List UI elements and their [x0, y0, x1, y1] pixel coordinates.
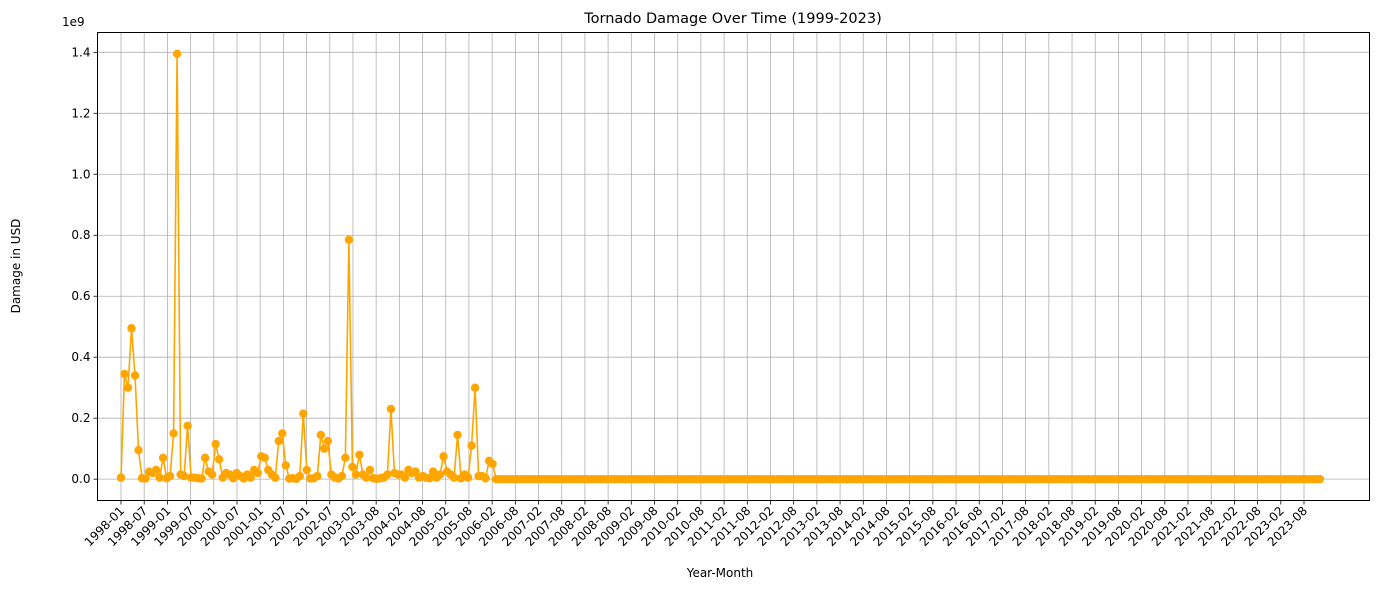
data-point	[386, 404, 396, 414]
x-axis-label: Year-Month	[686, 566, 754, 580]
data-point	[200, 453, 210, 463]
data-point	[116, 473, 126, 482]
x-axis-ticks: 1998-011998-071999-011999-072000-012000-…	[82, 500, 1310, 549]
data-point	[467, 441, 476, 450]
data-point	[169, 429, 178, 438]
data-point	[355, 450, 364, 459]
data-point	[435, 470, 445, 479]
data-point	[141, 474, 150, 483]
data-point	[449, 473, 459, 482]
plot-frame	[97, 32, 1370, 501]
data-point	[365, 465, 375, 475]
data-point	[183, 421, 192, 430]
data-point	[158, 453, 168, 463]
data-point	[134, 445, 143, 455]
y-scale-label: 1e9	[62, 15, 85, 29]
data-point	[470, 383, 480, 392]
data-point	[463, 473, 473, 482]
data-point	[383, 470, 392, 479]
data-point	[362, 473, 371, 482]
data-point	[425, 474, 434, 483]
data-point	[295, 471, 304, 481]
chart-title: Tornado Damage Over Time (1999-2023)	[583, 11, 881, 27]
data-point	[179, 471, 189, 481]
data-point	[172, 49, 182, 59]
data-point	[400, 473, 410, 482]
data-point	[120, 369, 129, 379]
y-tick-label: 0.0	[71, 472, 90, 486]
data-point	[313, 471, 322, 481]
y-tick-label: 1.4	[71, 45, 90, 59]
data-point	[344, 235, 354, 245]
data-point	[337, 471, 347, 481]
data-point	[302, 465, 312, 475]
data-point	[278, 429, 287, 438]
data-point	[481, 474, 490, 483]
data-point	[439, 452, 448, 461]
y-tick-label: 1.2	[71, 106, 90, 120]
y-axis-ticks: 0.0 0.2 0.4 0.6 0.8 1.0 1.2 1.4	[71, 45, 98, 486]
data-point	[351, 470, 361, 479]
data-point	[155, 473, 164, 482]
y-tick-label: 0.6	[71, 289, 90, 303]
data-point	[130, 371, 140, 380]
data-point	[428, 467, 438, 476]
data-point	[281, 461, 290, 470]
data-point	[341, 453, 350, 463]
data-point	[323, 436, 333, 446]
data-point	[299, 409, 308, 418]
data-point	[151, 465, 161, 475]
data-point	[411, 467, 420, 476]
y-tick-label: 1.0	[71, 167, 90, 181]
y-axis-label: Damage in USD	[9, 219, 23, 314]
data-point	[348, 462, 357, 472]
data-point	[320, 444, 329, 453]
data-point	[127, 324, 136, 333]
y-tick-label: 0.4	[71, 350, 90, 364]
data-point	[271, 473, 280, 482]
y-tick-label: 0.2	[71, 411, 90, 425]
data-point	[260, 453, 269, 463]
y-tick-label: 0.8	[71, 228, 90, 242]
data-point	[211, 439, 220, 449]
data-point	[253, 468, 262, 478]
data-point	[214, 455, 224, 464]
data-point	[165, 471, 175, 481]
data-point	[453, 430, 462, 440]
data-point	[1315, 474, 1325, 484]
data-point	[123, 383, 133, 392]
data-point	[246, 473, 255, 482]
data-point	[274, 436, 283, 446]
data-point	[316, 430, 326, 440]
data-point	[197, 474, 206, 483]
grid	[97, 32, 1370, 501]
data-series	[116, 49, 1325, 484]
data-point	[207, 470, 217, 479]
data-point	[488, 459, 497, 469]
